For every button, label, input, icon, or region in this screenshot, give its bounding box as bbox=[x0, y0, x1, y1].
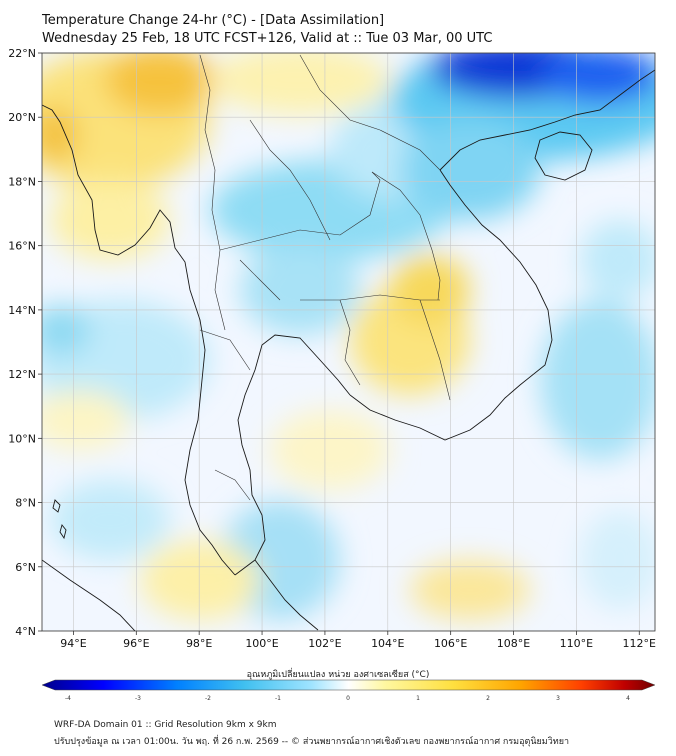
lon-tick-label: 94°E bbox=[60, 637, 86, 650]
lon-tick-label: 104°E bbox=[371, 637, 404, 650]
lat-tick-label: 6°N bbox=[15, 561, 36, 574]
lat-tick-label: 16°N bbox=[8, 240, 36, 253]
coastlines bbox=[42, 69, 655, 631]
lon-tick-label: 96°E bbox=[123, 637, 149, 650]
colorbar-tick-label: -1 bbox=[275, 695, 281, 702]
lat-tick-label: 20°N bbox=[8, 111, 36, 124]
colorbar-tick-label: -3 bbox=[135, 695, 141, 702]
colorbar-tick-label: 0 bbox=[346, 695, 350, 702]
lon-tick-label: 102°E bbox=[308, 637, 341, 650]
latitude-ticks: 22°N 20°N 18°N 16°N 14°N 12°N 10°N 8°N 6°N 4°N bbox=[8, 47, 42, 638]
lat-tick-label: 8°N bbox=[15, 497, 36, 510]
lat-tick-label: 10°N bbox=[8, 432, 36, 445]
colorbar-ticks: -4 -3 -2 -1 0 1 2 3 4 bbox=[65, 695, 630, 702]
map-title: Temperature Change 24-hr (°C) - [Data As… bbox=[42, 13, 385, 28]
colorbar-tick-label: 2 bbox=[486, 695, 490, 702]
colorbar bbox=[41, 679, 656, 691]
lon-tick-label: 106°E bbox=[434, 637, 467, 650]
graticule bbox=[42, 53, 655, 631]
colorbar-tick-label: 3 bbox=[556, 695, 560, 702]
lon-tick-label: 100°E bbox=[245, 637, 278, 650]
footer-credit: ปรับปรุงข้อมูล ณ เวลา 01:00น. วัน พฤ. ที… bbox=[54, 737, 570, 747]
temperature-field bbox=[42, 53, 655, 631]
colorbar-label: อุณหภูมิเปลี่ยนแปลง หน่วย องศาเซลเซียส (… bbox=[246, 670, 430, 680]
map-subtitle: Wednesday 25 Feb, 18 UTC FCST+126, Valid… bbox=[42, 31, 493, 46]
lon-tick-label: 112°E bbox=[623, 637, 656, 650]
lat-tick-label: 18°N bbox=[8, 175, 36, 188]
lat-tick-label: 14°N bbox=[8, 304, 36, 317]
footer-model-info: WRF-DA Domain 01 :: Grid Resolution 9km … bbox=[54, 720, 277, 730]
lat-tick-label: 12°N bbox=[8, 368, 36, 381]
colorbar-tick-label: -2 bbox=[205, 695, 211, 702]
lon-tick-label: 98°E bbox=[186, 637, 212, 650]
longitude-ticks: 94°E 96°E 98°E 100°E 102°E 104°E 106°E 108°E 110… bbox=[60, 631, 656, 650]
colorbar-tick-label: 4 bbox=[626, 695, 630, 702]
colorbar-tick-label: -4 bbox=[65, 695, 71, 702]
lat-tick-label: 22°N bbox=[8, 47, 36, 60]
colorbar-tick-label: 1 bbox=[416, 695, 420, 702]
lon-tick-label: 110°E bbox=[560, 637, 593, 650]
country-borders bbox=[199, 54, 451, 501]
lat-tick-label: 4°N bbox=[15, 625, 36, 638]
lon-tick-label: 108°E bbox=[497, 637, 530, 650]
plot-frame bbox=[41, 52, 656, 632]
